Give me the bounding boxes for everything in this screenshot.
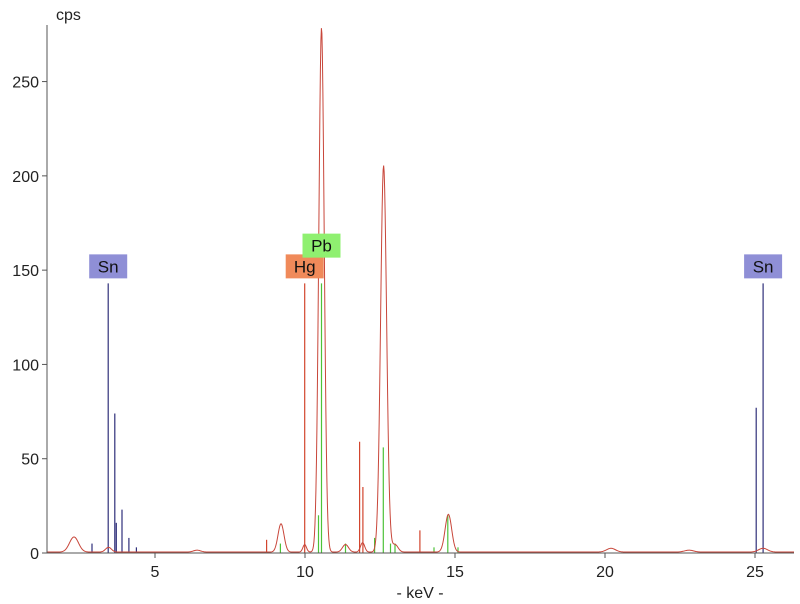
axes-group [46, 25, 794, 554]
label-pb-box [302, 233, 341, 258]
element-lines-group [91, 283, 764, 553]
label-sn-box [744, 254, 783, 279]
plot-area [47, 25, 794, 553]
label-sn: Sn [98, 257, 119, 276]
label-sn: Sn [753, 257, 774, 276]
label-hg: Hg [294, 257, 316, 276]
x-axis-label: - keV - [396, 585, 443, 602]
y-tick-label: 0 [30, 546, 39, 563]
x-tick-label: 10 [296, 564, 314, 581]
label-sn-box [89, 254, 128, 279]
x-tick-label: 25 [746, 564, 764, 581]
spectrum-series-line [47, 28, 794, 553]
x-tick-label: 5 [151, 564, 160, 581]
label-hg-box [285, 254, 324, 279]
label-pb: Pb [311, 237, 332, 256]
x-tick-label: 20 [596, 564, 614, 581]
y-tick-label: 200 [12, 169, 39, 186]
y-tick-label: 250 [12, 75, 39, 92]
y-axis-label: cps [56, 7, 81, 24]
y-tick-label: 150 [12, 263, 39, 280]
y-tick-label: 100 [12, 357, 39, 374]
y-tick-label: 50 [21, 452, 39, 469]
x-tick-label: 15 [446, 564, 464, 581]
